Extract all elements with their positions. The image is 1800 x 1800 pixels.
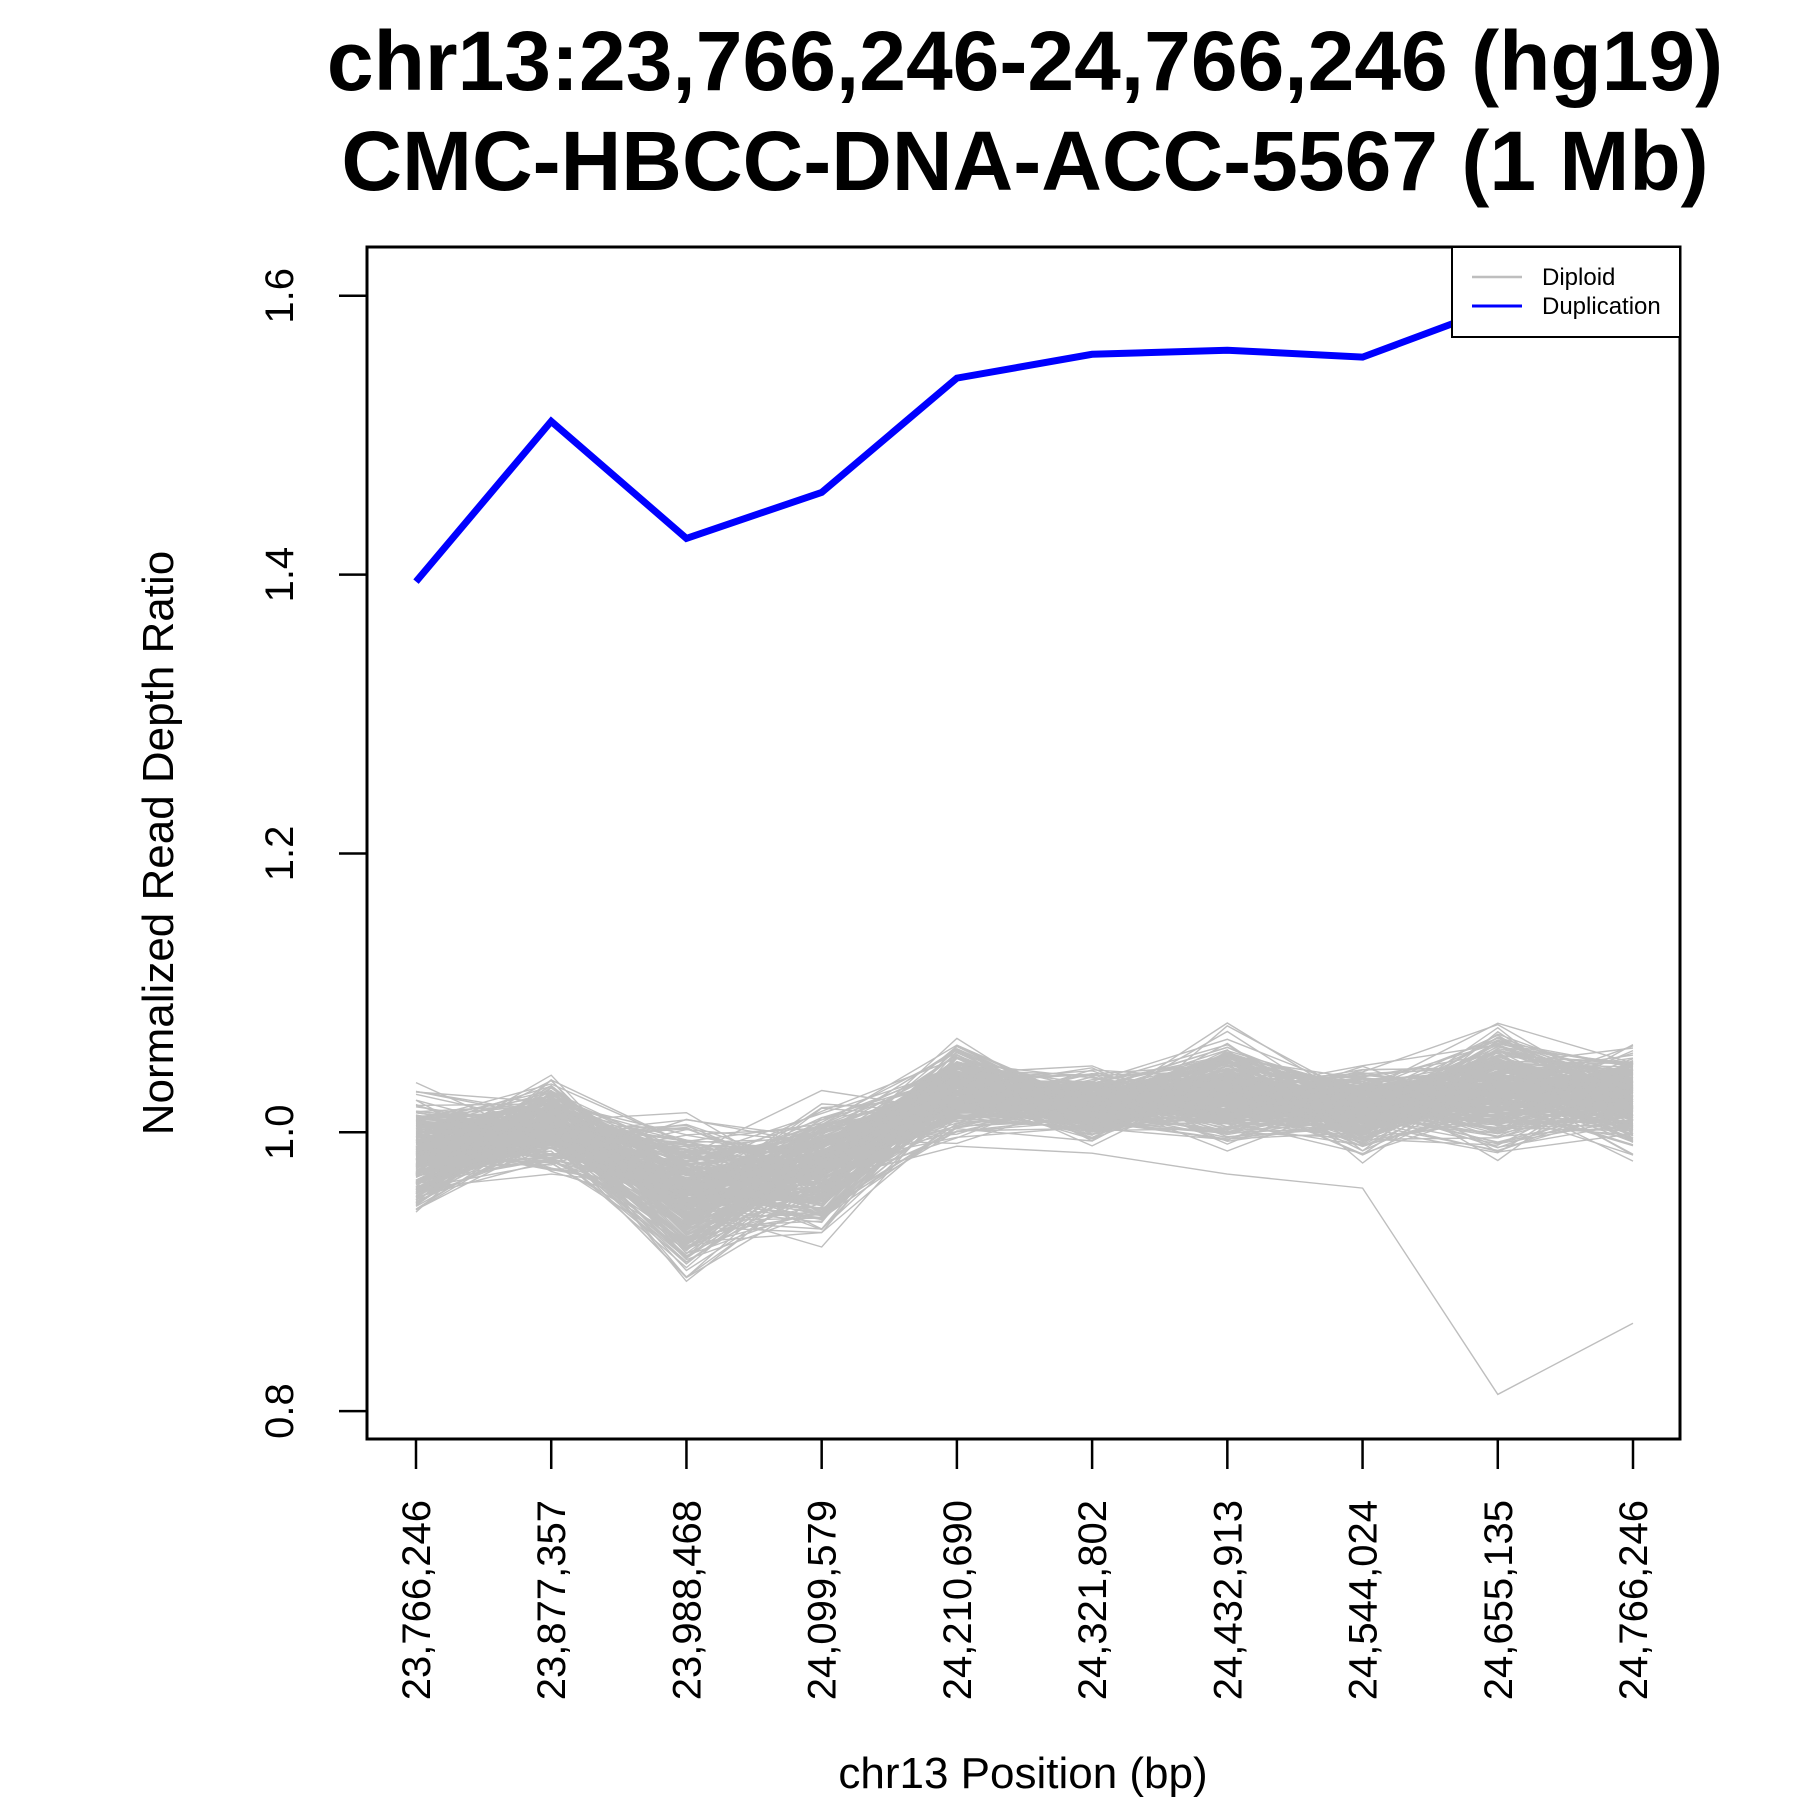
chart-title-line1: chr13:23,766,246-24,766,246 (hg19) <box>327 14 1723 108</box>
x-axis-label: chr13 Position (bp) <box>838 1749 1207 1798</box>
diploid-line <box>415 1078 1634 1185</box>
legend-box <box>1451 246 1681 338</box>
y-tick-label: 1.6 <box>258 268 302 324</box>
diploid-line <box>415 1044 1634 1244</box>
plot-frame <box>365 245 1682 1441</box>
diploid-line <box>415 1083 1634 1181</box>
diploid-line <box>415 1082 1634 1175</box>
x-tick-label: 23,988,468 <box>665 1500 709 1700</box>
y-tick-label: 0.8 <box>258 1383 302 1439</box>
diploid-line <box>415 1072 1634 1183</box>
x-tick-label: 23,766,246 <box>395 1500 439 1700</box>
y-tick-label: 1.4 <box>258 547 302 603</box>
legend-duplication-label: Duplication <box>1542 293 1661 320</box>
legend-diploid-label: Diploid <box>1542 264 1615 291</box>
diploid-line <box>415 1058 1634 1261</box>
diploid-line <box>415 1068 1634 1201</box>
diploid-outlier-line <box>415 1145 1634 1396</box>
diploid-line <box>415 1071 1634 1211</box>
y-tick-label: 1.0 <box>258 1104 302 1160</box>
diploid-line <box>415 1070 1634 1243</box>
x-tick-label: 24,655,135 <box>1477 1500 1521 1700</box>
legend: Diploid Duplication <box>1451 246 1681 338</box>
diploid-line <box>415 1072 1634 1197</box>
x-tick-label: 24,099,579 <box>801 1500 845 1700</box>
y-axis-label: Normalized Read Depth Ratio <box>134 551 183 1136</box>
diploid-lines <box>415 1022 1634 1396</box>
y-axis: 0.8 1.0 1.2 1.4 1.6 <box>258 268 367 1439</box>
x-tick-label: 24,544,024 <box>1342 1500 1386 1700</box>
x-tick-label: 24,766,246 <box>1612 1500 1656 1700</box>
x-tick-label: 24,210,690 <box>936 1500 980 1700</box>
y-tick-label: 1.2 <box>258 826 302 882</box>
diploid-line <box>415 1062 1634 1249</box>
duplication-line <box>413 253 1635 584</box>
chart-title-line2: CMC-HBCC-DNA-ACC-5567 (1 Mb) <box>341 114 1708 208</box>
x-tick-label: 23,877,357 <box>530 1500 574 1700</box>
duplication-series <box>413 253 1635 584</box>
diploid-line <box>415 1039 1634 1175</box>
diploid-line <box>415 1071 1634 1196</box>
x-tick-label: 24,432,913 <box>1206 1500 1250 1700</box>
x-axis: 23,766,246 23,877,357 23,988,468 24,099,579… <box>395 1439 1656 1700</box>
x-tick-label: 24,321,802 <box>1071 1500 1115 1700</box>
